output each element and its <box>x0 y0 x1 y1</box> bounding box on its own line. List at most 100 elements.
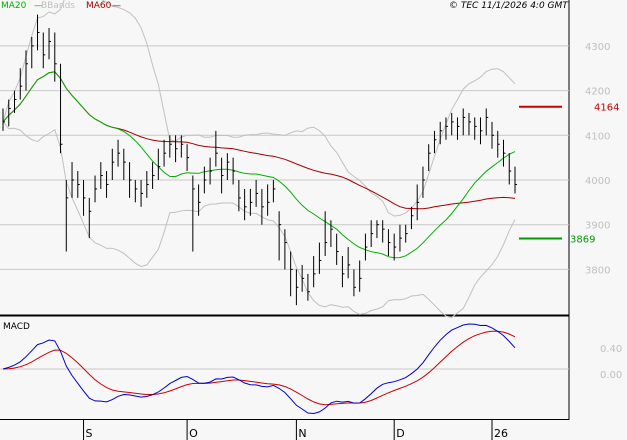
legend-ma20-swatch: — <box>34 1 43 11</box>
price-bar <box>2 108 5 131</box>
price-bar <box>249 188 253 216</box>
bband-lower <box>2 121 516 318</box>
price-bar <box>439 121 443 145</box>
legend-bbands: BBands <box>41 1 75 11</box>
price-bar <box>341 255 345 288</box>
x-tick-label: S <box>86 427 93 440</box>
price-bar <box>410 206 414 230</box>
price-bar <box>353 269 356 297</box>
price-bar <box>8 99 11 127</box>
price-bar <box>65 180 69 252</box>
price-bar <box>336 233 339 265</box>
price-bar <box>497 130 500 158</box>
price-bar <box>25 50 29 91</box>
price-bar <box>301 264 305 292</box>
price-bar <box>474 117 477 140</box>
price-bar <box>295 269 299 306</box>
price-bar <box>88 197 92 239</box>
price-bar <box>405 224 408 243</box>
price-bar <box>359 260 362 292</box>
x-tick-label: 26 <box>494 427 508 440</box>
price-bar <box>215 130 218 167</box>
x-tick-label: D <box>396 427 404 440</box>
price-bar <box>399 224 402 252</box>
price-bar <box>267 184 270 216</box>
y-tick-label: 4200 <box>585 87 610 98</box>
price-bar <box>491 121 494 149</box>
price-bar <box>232 157 236 185</box>
copyright: © TEC 11/1/2026 4:0 GMT <box>449 1 568 11</box>
price-bar <box>94 175 98 203</box>
price-bar <box>382 220 385 243</box>
price-bar <box>393 233 397 261</box>
price-bar <box>157 148 161 180</box>
price-bar <box>445 117 448 140</box>
price-bar <box>330 220 333 248</box>
macd-line <box>2 323 516 415</box>
legend-ma60: MA60 <box>86 1 112 11</box>
price-bar <box>31 36 34 69</box>
price-bar <box>48 28 52 60</box>
macd-y-tick-label: 0.40 <box>600 344 622 355</box>
price-bar <box>169 135 172 158</box>
price-bar <box>278 211 282 261</box>
price-bar <box>428 144 431 172</box>
price-bar <box>123 148 126 180</box>
price-bar <box>370 220 374 248</box>
level-label: 3869 <box>570 235 595 246</box>
macd-title: MACD <box>3 322 30 332</box>
price-bar <box>324 211 328 256</box>
ma20-line <box>2 71 516 259</box>
price-bar <box>37 14 40 51</box>
price-bar <box>416 184 420 221</box>
price-bar <box>186 144 190 172</box>
price-bar <box>272 180 276 203</box>
level-label: 4164 <box>594 103 619 114</box>
price-bar <box>313 255 316 288</box>
price-bar <box>71 162 75 198</box>
price-bar <box>318 242 322 274</box>
price-bar <box>209 157 213 185</box>
price-bar <box>284 229 287 270</box>
price-bar <box>508 153 512 185</box>
price-bar <box>238 180 241 212</box>
price-bar <box>244 188 247 221</box>
price-bar <box>514 166 517 194</box>
price-bar <box>456 117 460 140</box>
price-bar <box>42 32 46 69</box>
legend-ma20: MA20 <box>1 1 27 11</box>
price-bar <box>152 162 155 189</box>
price-bar <box>347 247 351 279</box>
price-bar <box>54 32 57 82</box>
price-bar <box>203 166 207 194</box>
price-bar <box>422 166 425 198</box>
price-bar <box>451 112 454 136</box>
price-bar <box>468 112 471 136</box>
price-bar <box>192 175 195 252</box>
legend-ma60-swatch: — <box>112 1 121 11</box>
price-bar <box>180 135 184 158</box>
price-bar <box>129 162 132 198</box>
price-bar <box>146 171 149 198</box>
price-bar <box>221 157 224 194</box>
macd-signal-line <box>2 330 516 406</box>
price-bar <box>134 180 138 203</box>
price-bar <box>479 117 483 145</box>
price-bar <box>261 188 264 225</box>
price-bar <box>387 229 391 256</box>
y-tick-label: 4100 <box>585 131 610 142</box>
price-bar <box>163 139 167 167</box>
price-bar <box>14 90 17 113</box>
price-bar <box>60 63 63 154</box>
x-tick-label: N <box>298 427 306 440</box>
price-bar <box>77 171 80 198</box>
price-bar <box>485 108 489 136</box>
bband-upper <box>2 0 516 217</box>
price-bar <box>83 180 86 216</box>
price-bar <box>100 162 103 189</box>
price-bar <box>307 273 310 301</box>
price-bar <box>175 135 178 163</box>
price-bar <box>19 68 23 100</box>
